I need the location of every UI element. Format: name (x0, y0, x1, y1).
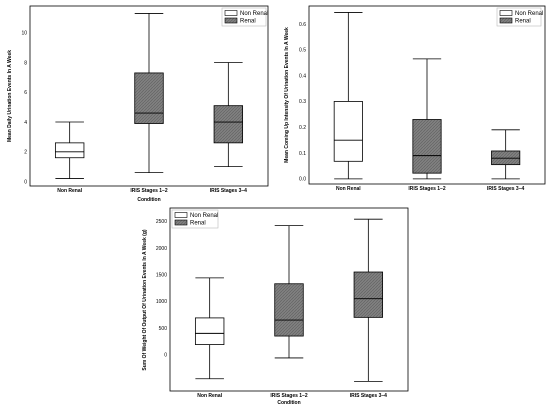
legend-swatch-renal (499, 17, 513, 24)
legend-swatch-non-renal (499, 10, 513, 16)
chart-2-boxes (333, 12, 521, 180)
chart-2-category-labels: Non Renal IRIS Stages 1–2 IRIS Stages 3–4 (336, 186, 525, 192)
chart-3-y-ticks: 0 500 1000 1500 2000 2500 (156, 219, 167, 358)
legend-label-renal: Renal (190, 221, 206, 227)
chart-3-x-axis-label: Condition (277, 400, 300, 406)
box-2 (274, 225, 304, 359)
chart-2-y-axis-label: Mean Coming Up Intensity Of Urination Ev… (284, 27, 290, 163)
box-1 (333, 12, 363, 180)
chart-1-x-axis-label: Condition (137, 197, 160, 203)
y-tick-label: 0.4 (299, 73, 306, 79)
iqr-box (134, 72, 164, 124)
y-tick-label: 0 (24, 179, 27, 185)
box-2 (412, 58, 442, 180)
chart-1-y-axis-label: Mean Daily Urination Events In A Week (7, 50, 13, 142)
chart-1-category-labels: Non Renal IRIS Stages 1–2 IRIS Stages 3–4 (57, 188, 247, 194)
y-tick-label: 10 (21, 31, 27, 37)
box-1 (54, 121, 85, 179)
category-label: Non Renal (197, 393, 222, 399)
chart-3-output-weight: 0 500 1000 1500 2000 2500 Non Renal IRIS Stage… (142, 207, 409, 406)
chart-3-legend: Non Renal Renal (171, 209, 218, 229)
category-label: IRIS Stages 3–4 (350, 393, 387, 399)
iqr-box (213, 105, 244, 144)
y-tick-label: 1500 (156, 272, 167, 278)
box-3 (353, 218, 384, 382)
y-tick-label: 2000 (156, 246, 167, 252)
category-label: IRIS Stages 1–2 (270, 393, 307, 399)
box-2 (134, 13, 164, 174)
legend-label-non-renal: Non Renal (240, 11, 268, 17)
legend-swatch-non-renal (174, 212, 188, 218)
chart-1-y-ticks: 0 2 4 6 8 10 (21, 31, 27, 186)
y-tick-label: 0.0 (299, 177, 306, 183)
chart-1-legend: Non Renal Renal (221, 7, 268, 27)
chart-3-category-labels: Non Renal IRIS Stages 1–2 IRIS Stages 3–4 (197, 393, 387, 399)
y-tick-label: 0.1 (299, 151, 306, 157)
legend-swatch-renal (224, 17, 238, 24)
y-tick-label: 0 (164, 353, 167, 359)
legend-label-non-renal: Non Renal (190, 213, 218, 219)
category-label: Non Renal (336, 186, 361, 192)
legend-label-renal: Renal (240, 19, 256, 25)
chart-1-boxes (54, 13, 244, 179)
chart-2-legend: Non Renal Renal (496, 7, 543, 27)
iqr-box (274, 283, 304, 337)
iqr-box (333, 101, 363, 162)
chart-2-y-ticks: 0.0 0.1 0.2 0.3 0.4 0.5 0.6 (299, 22, 306, 183)
category-label: IRIS Stages 1–2 (408, 186, 445, 192)
chart-3-boxes (194, 218, 384, 382)
category-label: Non Renal (57, 188, 82, 194)
y-tick-label: 2 (24, 150, 27, 156)
y-tick-label: 1000 (156, 299, 167, 305)
iqr-box (353, 271, 384, 318)
y-tick-label: 0.5 (299, 48, 306, 54)
chart-2-coming-up-intensity: 0.0 0.1 0.2 0.3 0.4 0.5 0.6 Non Renal IRIS Stag… (284, 5, 546, 192)
box-1 (194, 277, 225, 380)
y-tick-label: 6 (24, 90, 27, 96)
category-label: IRIS Stages 3–4 (210, 188, 247, 194)
legend-label-renal: Renal (515, 19, 531, 25)
y-tick-label: 0.2 (299, 125, 306, 131)
box-3 (213, 62, 244, 168)
legend-swatch-renal (174, 219, 188, 226)
legend-label-non-renal: Non Renal (515, 11, 543, 17)
iqr-box (194, 317, 225, 345)
iqr-box (412, 119, 442, 174)
y-tick-label: 2500 (156, 219, 167, 225)
chart-1-daily-urination: 0 2 4 6 8 10 Non Renal IRIS Stages 1–2 IRIS Sta… (7, 5, 269, 203)
iqr-box (54, 142, 85, 159)
y-tick-label: 500 (159, 326, 168, 332)
legend-swatch-non-renal (224, 10, 238, 16)
y-tick-label: 4 (24, 120, 27, 126)
y-tick-label: 8 (24, 60, 27, 66)
category-label: IRIS Stages 3–4 (487, 186, 524, 192)
y-tick-label: 0.3 (299, 99, 306, 105)
y-tick-label: 0.6 (299, 22, 306, 28)
category-label: IRIS Stages 1–2 (130, 188, 167, 194)
chart-3-y-axis-label: Sum Of Weight Of Output Of Urination Eve… (142, 229, 148, 370)
box-3 (491, 129, 521, 180)
